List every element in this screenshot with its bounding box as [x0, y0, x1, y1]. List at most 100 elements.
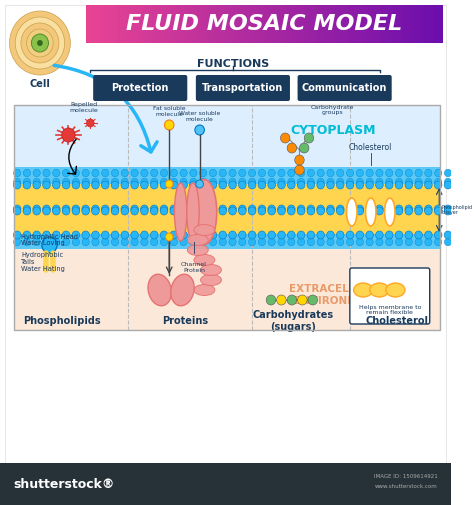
Circle shape — [219, 205, 227, 213]
FancyBboxPatch shape — [291, 5, 295, 43]
Circle shape — [200, 205, 207, 213]
FancyBboxPatch shape — [108, 5, 113, 43]
Circle shape — [13, 205, 21, 213]
FancyBboxPatch shape — [228, 5, 233, 43]
FancyBboxPatch shape — [402, 5, 407, 43]
FancyBboxPatch shape — [339, 5, 345, 43]
Circle shape — [268, 205, 275, 213]
Circle shape — [248, 238, 256, 246]
FancyBboxPatch shape — [380, 5, 384, 43]
Circle shape — [248, 231, 256, 239]
Circle shape — [33, 181, 40, 189]
FancyBboxPatch shape — [86, 5, 91, 43]
FancyBboxPatch shape — [344, 5, 349, 43]
Circle shape — [395, 169, 402, 177]
Circle shape — [43, 231, 50, 239]
Text: Transportation: Transportation — [202, 83, 283, 93]
FancyBboxPatch shape — [99, 5, 104, 43]
FancyBboxPatch shape — [103, 5, 109, 43]
FancyBboxPatch shape — [389, 5, 393, 43]
FancyBboxPatch shape — [366, 5, 371, 43]
Circle shape — [53, 178, 60, 186]
Circle shape — [23, 205, 31, 213]
Circle shape — [111, 238, 118, 246]
Circle shape — [27, 29, 53, 57]
FancyBboxPatch shape — [135, 5, 139, 43]
FancyArrowPatch shape — [54, 65, 157, 152]
Circle shape — [141, 207, 148, 215]
Text: Carbohydrates
(sugars): Carbohydrates (sugars) — [252, 310, 333, 332]
Circle shape — [121, 205, 128, 213]
Circle shape — [160, 178, 168, 186]
Circle shape — [288, 181, 295, 189]
FancyBboxPatch shape — [121, 5, 126, 43]
Circle shape — [63, 178, 70, 186]
Circle shape — [101, 169, 109, 177]
Circle shape — [444, 181, 452, 189]
FancyBboxPatch shape — [139, 5, 144, 43]
Circle shape — [258, 231, 266, 239]
Circle shape — [82, 169, 89, 177]
Circle shape — [288, 205, 295, 213]
FancyBboxPatch shape — [268, 5, 273, 43]
Circle shape — [180, 178, 187, 186]
FancyBboxPatch shape — [309, 5, 313, 43]
Circle shape — [101, 181, 109, 189]
Circle shape — [111, 207, 119, 215]
FancyBboxPatch shape — [192, 5, 198, 43]
Ellipse shape — [194, 284, 215, 295]
FancyBboxPatch shape — [255, 5, 260, 43]
Circle shape — [385, 231, 393, 239]
Circle shape — [317, 231, 325, 239]
Circle shape — [196, 180, 203, 188]
FancyBboxPatch shape — [350, 268, 430, 324]
Ellipse shape — [174, 183, 187, 241]
Circle shape — [209, 207, 217, 215]
Ellipse shape — [365, 198, 376, 226]
Circle shape — [200, 178, 207, 186]
Ellipse shape — [384, 198, 395, 226]
Circle shape — [43, 238, 50, 246]
Circle shape — [317, 169, 324, 177]
Circle shape — [444, 207, 452, 215]
Ellipse shape — [194, 225, 215, 235]
Circle shape — [395, 181, 403, 189]
Circle shape — [435, 238, 442, 246]
Circle shape — [415, 169, 422, 177]
Circle shape — [278, 207, 285, 215]
FancyBboxPatch shape — [264, 5, 269, 43]
FancyBboxPatch shape — [286, 5, 291, 43]
Circle shape — [268, 231, 275, 239]
FancyBboxPatch shape — [298, 75, 392, 101]
FancyBboxPatch shape — [438, 5, 443, 43]
Circle shape — [337, 231, 344, 239]
FancyBboxPatch shape — [179, 5, 184, 43]
Circle shape — [376, 169, 383, 177]
Circle shape — [219, 238, 227, 246]
Circle shape — [131, 169, 138, 177]
Circle shape — [385, 207, 393, 215]
Circle shape — [287, 295, 297, 305]
Circle shape — [415, 207, 422, 215]
Circle shape — [72, 207, 80, 215]
Circle shape — [43, 178, 50, 186]
Circle shape — [62, 231, 70, 239]
Circle shape — [405, 181, 412, 189]
Circle shape — [297, 207, 305, 215]
Circle shape — [37, 40, 43, 46]
Circle shape — [82, 181, 90, 189]
Circle shape — [101, 205, 109, 213]
Circle shape — [190, 238, 197, 246]
FancyBboxPatch shape — [259, 5, 264, 43]
Text: Cell: Cell — [29, 79, 50, 89]
Circle shape — [150, 205, 158, 213]
Circle shape — [219, 178, 227, 186]
Circle shape — [258, 238, 265, 246]
Circle shape — [180, 238, 187, 246]
Circle shape — [278, 169, 285, 177]
Circle shape — [91, 231, 99, 239]
Circle shape — [13, 238, 21, 246]
Circle shape — [164, 120, 174, 130]
Circle shape — [266, 295, 276, 305]
Circle shape — [366, 231, 374, 239]
